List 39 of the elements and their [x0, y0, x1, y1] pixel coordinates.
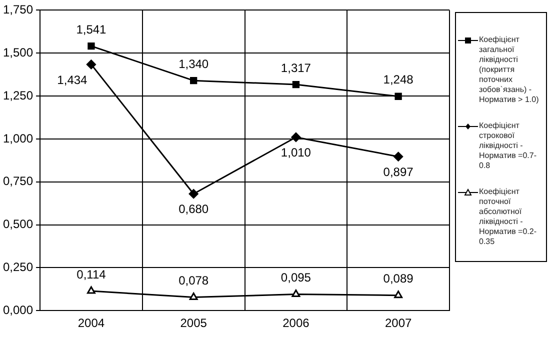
point [190, 77, 198, 84]
y-tick-label: 0,500 [3, 217, 34, 232]
point [88, 42, 95, 50]
data-label: 1,010 [280, 146, 312, 160]
data-label: 1,434 [57, 72, 88, 87]
data-label: 1,248 [383, 72, 414, 87]
x-tick-label: 2006 [282, 316, 310, 330]
data-label: 1,541 [76, 22, 107, 36]
data-label: 1,317 [280, 60, 312, 75]
y-tick-label: 0,250 [3, 260, 34, 274]
data-label: 0,095 [280, 270, 312, 285]
x-tick-label: 2007 [384, 316, 412, 330]
point [394, 152, 404, 162]
data-label: 0,089 [383, 272, 414, 286]
data-label: 0,680 [178, 202, 209, 216]
point [292, 80, 300, 88]
point [86, 60, 96, 70]
y-tick-label: 1,750 [3, 2, 34, 17]
y-tick-label: 0,750 [3, 174, 34, 188]
point [394, 92, 402, 100]
data-label: 0,897 [383, 164, 414, 179]
point [394, 290, 403, 298]
y-tick-label: 1,500 [3, 45, 34, 60]
point [292, 290, 300, 298]
point [188, 189, 198, 199]
point [291, 132, 301, 142]
y-tick-label: 1,000 [3, 131, 34, 146]
data-label: 0,114 [76, 267, 106, 282]
point [189, 292, 198, 300]
legend-label: Коефіцієнт поточної абсолютної ліквідності - Норматив =0.2-0.35 [479, 187, 538, 247]
data-label: 1,340 [178, 56, 209, 71]
x-tick-label: 2004 [78, 316, 105, 330]
x-tick-label: 2005 [180, 316, 208, 330]
legend-label: Коефіцієнт загальної ліквідності (покриття поточних зобов`язань) - Норматив > 1.0) [479, 35, 540, 105]
data-label: 0,078 [178, 274, 209, 288]
point [87, 286, 96, 294]
y-tick-label: 1,250 [3, 88, 34, 102]
legend-label: Коефіцієнт строкової ліквідності - Норматив =0.7-0.8 [479, 121, 538, 171]
y-tick-label: 0,000 [3, 302, 34, 317]
